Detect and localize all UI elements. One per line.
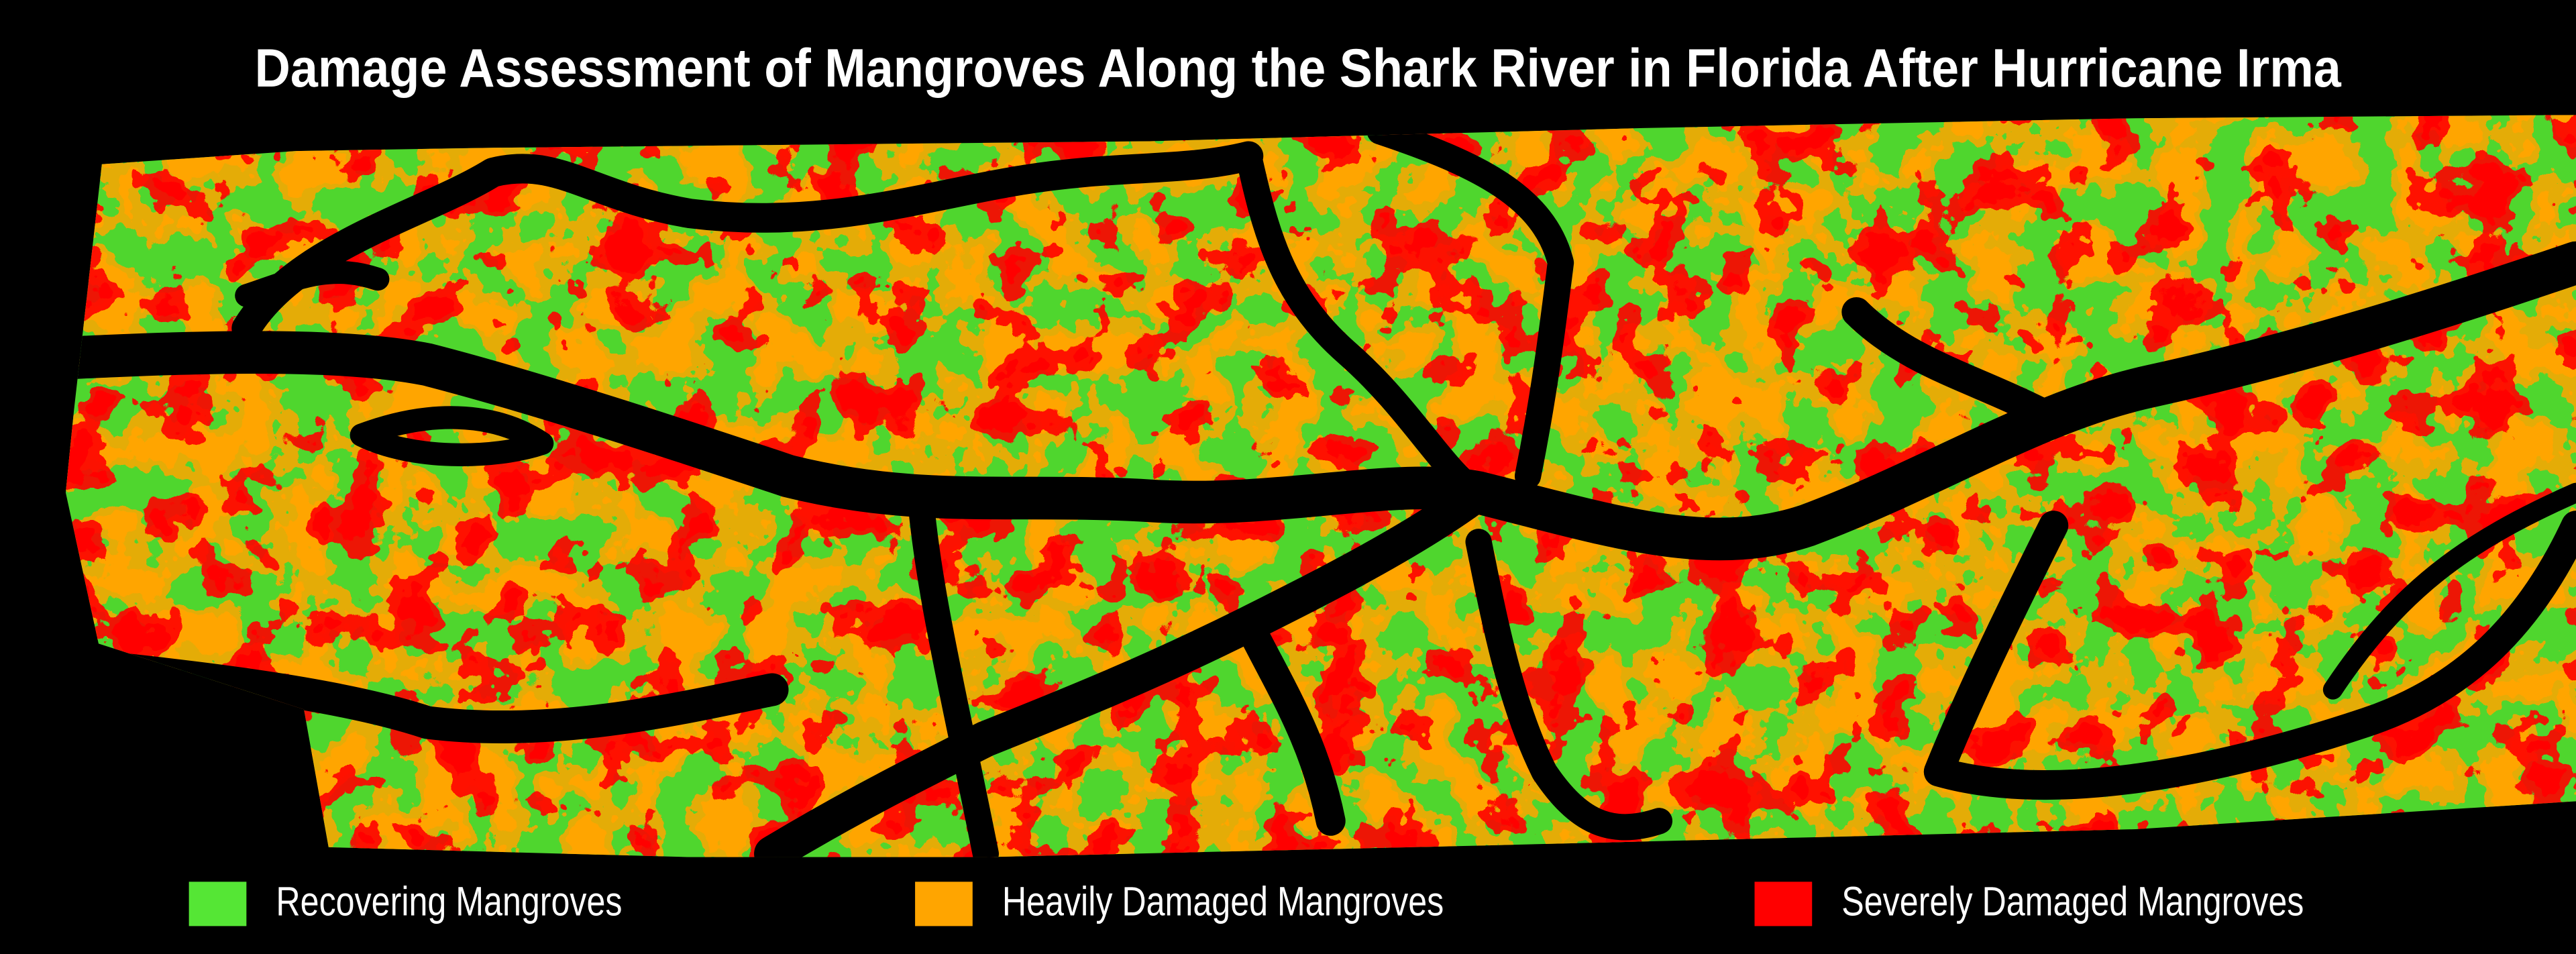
map [65,115,2576,857]
legend-label: Severely Damaged Mangroves [1841,878,2304,924]
legend-label: Recovering Mangroves [276,878,622,924]
legend-swatch [189,882,247,926]
rivers [65,118,2576,857]
legend-swatch [915,882,973,926]
legend-label: Heavily Damaged Mangroves [1002,878,1444,924]
title: Damage Assessment of Mangroves Along the… [255,38,2342,99]
legend-swatch [1754,882,1813,926]
legend: Recovering Mangroves Heavily Damaged Mang… [189,878,2304,926]
